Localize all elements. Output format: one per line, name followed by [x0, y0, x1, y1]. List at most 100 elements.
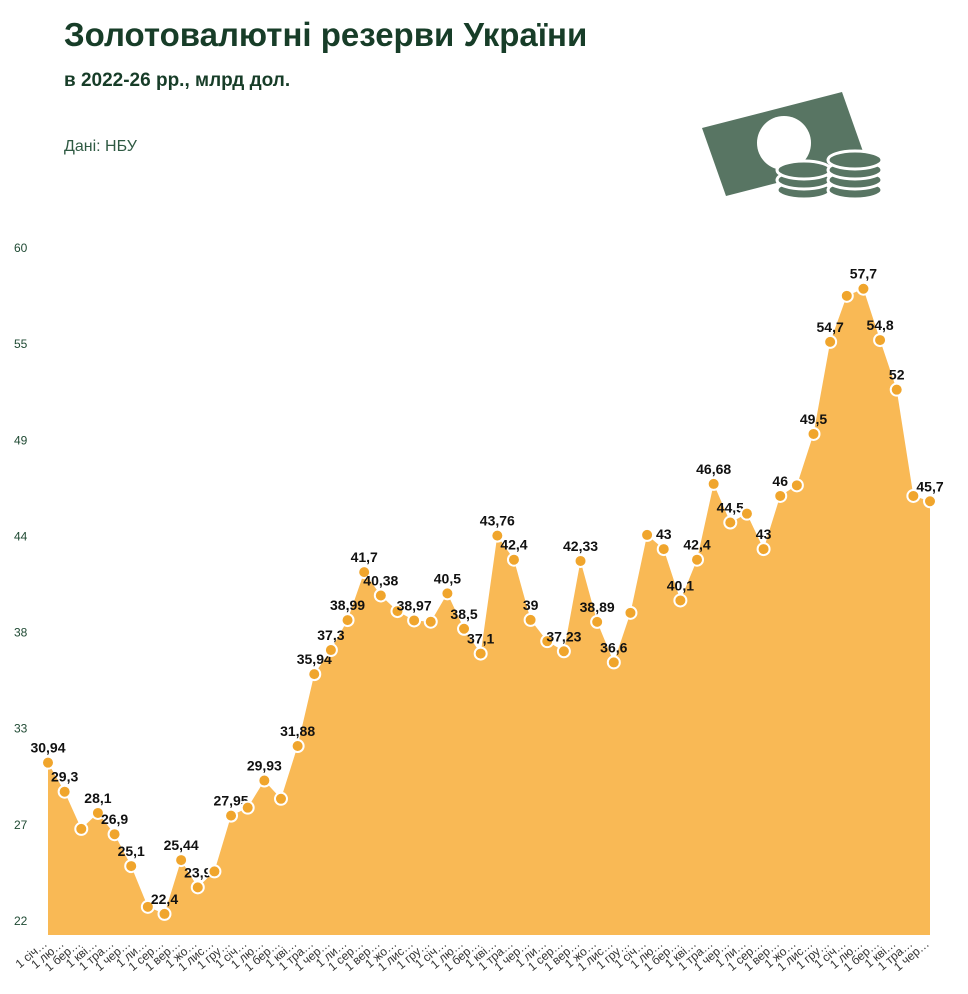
data-point [756, 542, 771, 557]
data-point [906, 488, 921, 503]
data-point [823, 334, 838, 349]
data-point [806, 426, 821, 441]
data-label: 41,7 [351, 549, 378, 565]
data-point [57, 784, 72, 799]
data-point [107, 827, 122, 842]
data-point [124, 859, 139, 874]
data-label: 42,33 [563, 538, 598, 554]
data-point [506, 552, 521, 567]
data-label: 43 [656, 526, 672, 542]
data-label: 38,97 [397, 597, 432, 613]
data-label: 45,7 [916, 478, 943, 494]
y-tick-label: 44 [14, 530, 28, 544]
data-label: 54,8 [866, 317, 893, 333]
y-tick-label: 55 [14, 337, 28, 351]
data-point [257, 773, 272, 788]
data-label: 29,93 [247, 758, 282, 774]
data-point [207, 864, 222, 879]
data-point [340, 613, 355, 628]
data-point [889, 382, 904, 397]
data-point [190, 880, 205, 895]
data-point [440, 586, 455, 601]
data-point [473, 646, 488, 661]
data-point [606, 655, 621, 670]
data-label: 35,94 [297, 651, 332, 667]
data-label: 27,95 [214, 793, 249, 809]
data-label: 38,99 [330, 597, 365, 613]
data-point [407, 613, 422, 628]
data-label: 42,4 [683, 537, 710, 553]
y-tick-label: 33 [14, 722, 28, 736]
data-label: 39 [523, 597, 539, 613]
y-tick-label: 49 [14, 433, 28, 447]
data-label: 49,5 [800, 411, 827, 427]
data-label: 42,4 [500, 537, 527, 553]
chart-title: Золотовалютні резерви України [64, 16, 587, 53]
data-point [540, 634, 555, 649]
data-point [656, 542, 671, 557]
data-label: 25,1 [118, 843, 145, 859]
data-point [640, 527, 655, 542]
data-label: 43 [756, 526, 772, 542]
data-point [307, 667, 322, 682]
data-point [273, 791, 288, 806]
data-label: 54,7 [817, 319, 844, 335]
data-point [323, 643, 338, 658]
data-label: 38,5 [450, 606, 477, 622]
data-point [556, 644, 571, 659]
chart-subtitle: в 2022-26 рр., млрд дол. [64, 70, 290, 91]
y-tick-label: 60 [14, 241, 28, 255]
area [48, 288, 930, 935]
data-label: 26,9 [101, 811, 128, 827]
data-point [590, 614, 605, 629]
data-point [390, 604, 405, 619]
data-label: 38,89 [580, 599, 615, 615]
data-point [873, 333, 888, 348]
data-label: 22,4 [151, 891, 178, 907]
data-point [490, 528, 505, 543]
data-point [373, 588, 388, 603]
data-label: 25,44 [164, 837, 199, 853]
data-point [157, 906, 172, 921]
data-point [457, 621, 472, 636]
data-label: 29,3 [51, 769, 78, 785]
data-label: 23,9 [184, 864, 211, 880]
data-point [423, 614, 438, 629]
data-label: 40,5 [434, 570, 461, 586]
y-tick-label: 38 [14, 625, 28, 639]
data-label: 52 [889, 367, 905, 383]
data-label: 57,7 [850, 266, 877, 282]
data-label: 44,5 [717, 500, 744, 516]
data-point [706, 476, 721, 491]
data-point [839, 288, 854, 303]
data-point [623, 605, 638, 620]
data-point [174, 853, 189, 868]
data-label: 46 [772, 473, 788, 489]
source-note: Дані: НБУ [64, 138, 138, 155]
data-point [140, 899, 155, 914]
data-point [739, 506, 754, 521]
data-label: 30,94 [30, 740, 65, 756]
data-label: 40,1 [667, 577, 694, 593]
y-tick-label: 27 [14, 818, 28, 832]
data-label: 43,76 [480, 513, 515, 529]
data-point [723, 515, 738, 530]
data-point [41, 755, 55, 770]
data-point [673, 593, 688, 608]
data-point [523, 612, 538, 627]
data-point [90, 805, 105, 820]
data-point [357, 565, 372, 580]
data-label: 31,88 [280, 723, 315, 739]
data-label: 28,1 [84, 790, 111, 806]
data-point [240, 800, 255, 815]
data-point [690, 552, 705, 567]
data-label: 37,23 [546, 628, 581, 644]
data-label: 46,68 [696, 461, 731, 477]
data-label: 36,6 [600, 639, 627, 655]
data-point [290, 739, 305, 754]
data-point [789, 478, 804, 493]
data-point [74, 821, 89, 836]
data-point [773, 488, 788, 503]
money-icon [702, 92, 884, 201]
